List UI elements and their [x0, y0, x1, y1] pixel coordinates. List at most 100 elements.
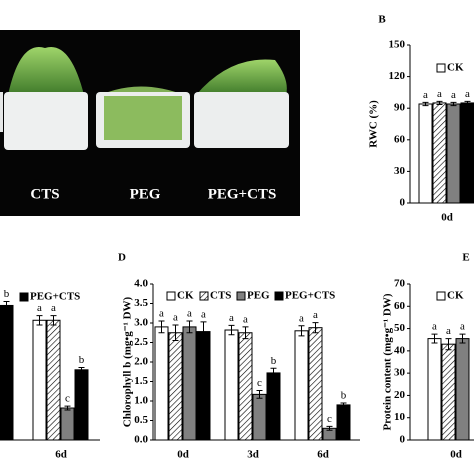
y-tick-label: 30 [394, 367, 406, 379]
significance-letter: a [446, 325, 451, 337]
significance-letter: a [451, 89, 456, 101]
x-tick-label: 0d [441, 212, 453, 224]
legend-label: PEG+CTS [30, 291, 80, 303]
significance-letter: a [437, 88, 442, 100]
bar [182, 326, 197, 441]
legend-label: CK [177, 290, 194, 302]
bar [418, 103, 433, 204]
y-tick-label: 4.0 [134, 278, 148, 290]
error-bar [228, 324, 235, 336]
error-bar [312, 322, 319, 334]
significance-letter: a [465, 88, 470, 100]
error-bar [340, 402, 347, 408]
significance-letter: b [271, 355, 277, 367]
y-tick-label: 3.0 [134, 317, 148, 329]
error-bar [326, 425, 333, 431]
y-tick-label: 2.0 [134, 356, 148, 368]
bar [427, 338, 442, 441]
y-axis-label: RWC (%) [368, 100, 380, 148]
error-bar [242, 326, 249, 340]
error-bar [459, 333, 466, 344]
y-tick-label: 1.0 [134, 395, 148, 407]
error-bar [36, 315, 43, 326]
error-bar [78, 366, 85, 373]
error-bar [186, 320, 193, 334]
y-tick-label: 0.5 [134, 414, 148, 426]
significance-letter: a [201, 308, 206, 320]
bar [32, 319, 47, 441]
x-tick-label: 6d [55, 449, 67, 461]
significance-letter: a [432, 321, 437, 333]
y-tick-label: 60 [394, 300, 406, 312]
bar [266, 372, 281, 441]
legend-label: CTS [210, 290, 231, 302]
bar [154, 326, 169, 441]
legend-label: PEG [247, 290, 270, 302]
bar [336, 404, 351, 441]
panel-label: D [118, 252, 126, 264]
y-tick-label: 10 [394, 411, 406, 423]
y-tick-label: 30 [394, 165, 406, 177]
x-tick-label: 0d [450, 449, 462, 461]
significance-letter: a [37, 302, 42, 314]
bar [74, 369, 89, 441]
legend-swatch [199, 291, 209, 301]
y-tick-label: 70 [394, 278, 406, 290]
bar [460, 102, 474, 204]
significance-letter: a [173, 311, 178, 323]
bar [46, 319, 61, 441]
bar [252, 393, 267, 441]
bar [224, 329, 239, 441]
legend-swatch [436, 63, 446, 73]
panel-label: E [462, 252, 469, 264]
error-bar [256, 389, 263, 399]
significance-letter: a [423, 89, 428, 101]
y-tick-label: 2.5 [134, 336, 148, 348]
significance-letter: b [79, 354, 85, 366]
y-tick-label: 120 [389, 70, 406, 82]
photo-label: CTS [30, 186, 59, 202]
x-tick-label: 3d [247, 449, 259, 461]
error-bar [172, 324, 179, 342]
legend-swatch [166, 291, 176, 301]
y-tick-label: 0.0 [134, 434, 148, 446]
bar [168, 332, 183, 441]
y-axis-label: Chlorophyll b (mg•g⁻¹ DW) [122, 296, 134, 427]
bar [308, 327, 323, 441]
error-bar [3, 301, 10, 310]
y-tick-label: 0 [400, 434, 406, 446]
y-tick-label: 90 [394, 102, 406, 114]
y-tick-label: 0 [400, 197, 406, 209]
error-bar [200, 321, 207, 342]
y-tick-label: 40 [394, 344, 406, 356]
bar [196, 331, 211, 441]
error-bar [436, 100, 443, 106]
significance-letter: a [159, 308, 164, 320]
bar [294, 330, 309, 441]
legend-swatch [274, 291, 284, 301]
error-bar [464, 100, 471, 106]
y-tick-label: 50 [394, 322, 406, 334]
bar [455, 338, 470, 441]
significance-letter: b [341, 389, 347, 401]
bar [441, 343, 456, 441]
significance-letter: a [460, 321, 465, 333]
photo-label: PEG+CTS [208, 186, 277, 202]
significance-letter: a [299, 312, 304, 324]
error-bar [158, 320, 165, 334]
bar [446, 103, 461, 204]
photo-label: PEG [130, 186, 161, 202]
error-bar [422, 101, 429, 107]
error-bar [298, 325, 305, 337]
y-tick-label: 3.5 [134, 297, 148, 309]
legend-swatch [19, 292, 29, 302]
bar [60, 407, 75, 441]
significance-letter: c [327, 413, 332, 425]
error-bar [431, 333, 438, 344]
significance-letter: a [313, 309, 318, 321]
error-bar [270, 367, 277, 379]
significance-letter: a [187, 308, 192, 320]
error-bar [64, 405, 71, 411]
x-tick-label: 0d [177, 449, 189, 461]
legend-swatch [236, 291, 246, 301]
